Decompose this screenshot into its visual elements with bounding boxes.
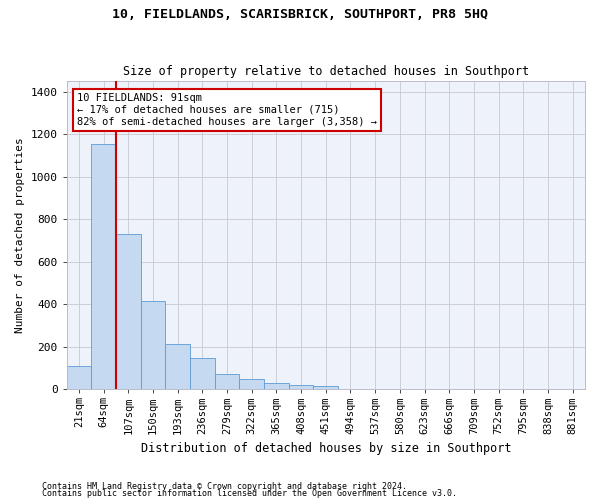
Bar: [67, 366, 91, 389]
X-axis label: Distribution of detached houses by size in Southport: Distribution of detached houses by size …: [140, 442, 511, 455]
Bar: [313, 386, 338, 389]
Bar: [239, 379, 264, 389]
Bar: [140, 301, 166, 389]
Title: Size of property relative to detached houses in Southport: Size of property relative to detached ho…: [123, 66, 529, 78]
Bar: [289, 385, 313, 389]
Text: Contains public sector information licensed under the Open Government Licence v3: Contains public sector information licen…: [42, 489, 457, 498]
Bar: [166, 344, 190, 389]
Bar: [91, 144, 116, 389]
Text: Contains HM Land Registry data © Crown copyright and database right 2024.: Contains HM Land Registry data © Crown c…: [42, 482, 407, 491]
Bar: [116, 234, 140, 389]
Text: 10 FIELDLANDS: 91sqm
← 17% of detached houses are smaller (715)
82% of semi-deta: 10 FIELDLANDS: 91sqm ← 17% of detached h…: [77, 94, 377, 126]
Bar: [264, 383, 289, 389]
Text: 10, FIELDLANDS, SCARISBRICK, SOUTHPORT, PR8 5HQ: 10, FIELDLANDS, SCARISBRICK, SOUTHPORT, …: [112, 8, 488, 20]
Y-axis label: Number of detached properties: Number of detached properties: [15, 138, 25, 333]
Bar: [215, 374, 239, 389]
Bar: [190, 358, 215, 389]
